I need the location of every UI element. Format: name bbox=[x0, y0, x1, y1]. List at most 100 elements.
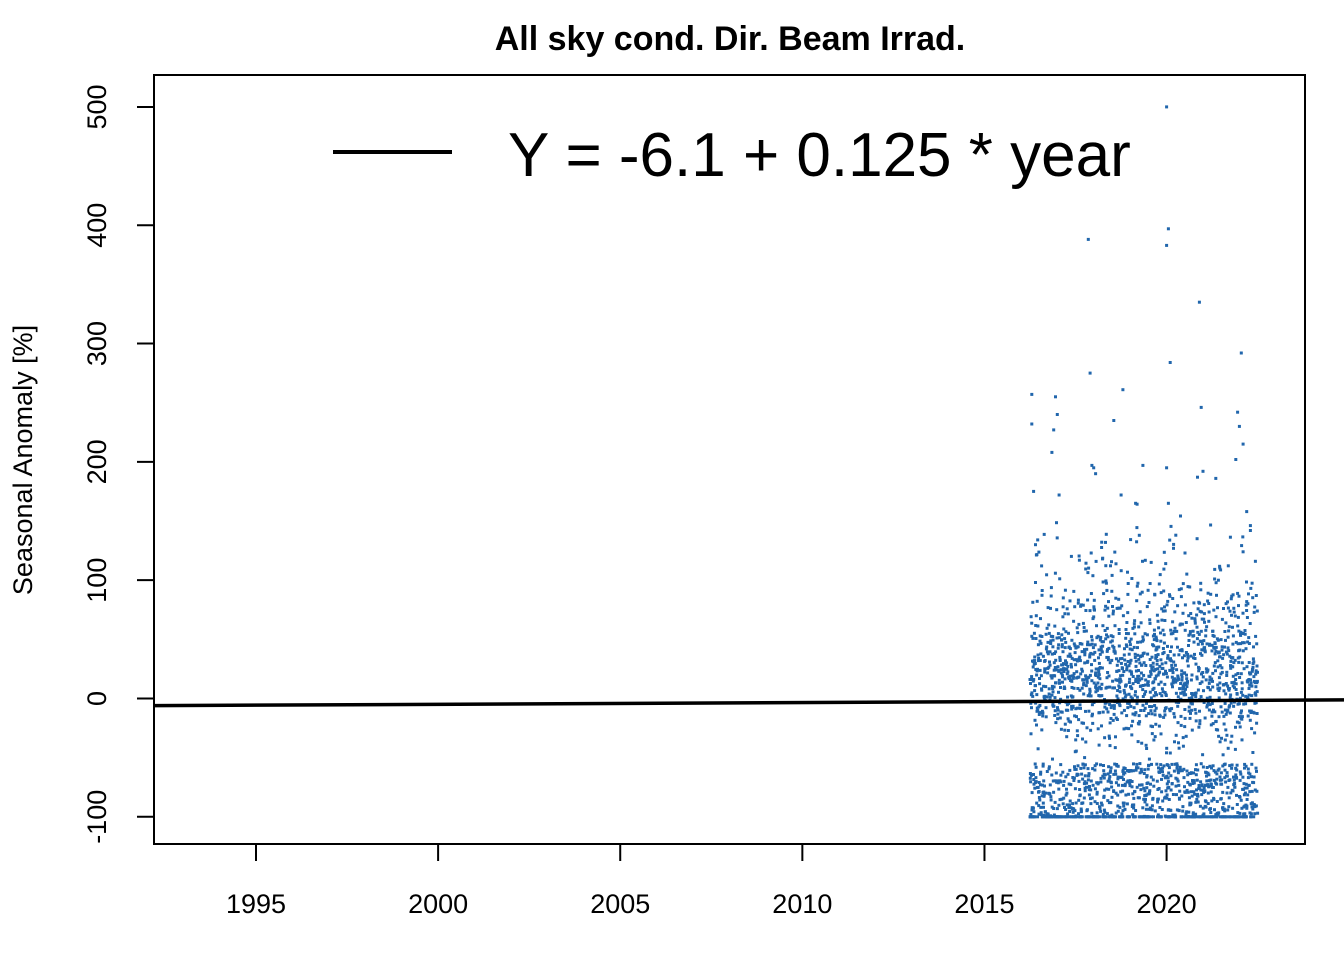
data-point bbox=[1057, 678, 1061, 682]
data-point bbox=[1033, 815, 1037, 819]
legend-label: Y = -6.1 + 0.125 * year bbox=[508, 121, 1131, 190]
data-point bbox=[1111, 686, 1115, 690]
data-point bbox=[1055, 536, 1059, 540]
data-point bbox=[1171, 793, 1175, 796]
data-point bbox=[1113, 746, 1117, 750]
data-point bbox=[1119, 674, 1123, 678]
data-point bbox=[1088, 673, 1092, 677]
data-point bbox=[1064, 630, 1068, 634]
data-point bbox=[1199, 780, 1203, 784]
data-point bbox=[1218, 681, 1222, 685]
data-point bbox=[1145, 605, 1149, 609]
data-point bbox=[1110, 639, 1114, 643]
data-point bbox=[1192, 779, 1196, 783]
data-point bbox=[1233, 686, 1236, 690]
data-point bbox=[1241, 641, 1244, 645]
data-point bbox=[1186, 680, 1189, 684]
data-point bbox=[1098, 711, 1102, 715]
data-point bbox=[1094, 674, 1098, 677]
data-point bbox=[1111, 635, 1115, 639]
data-point bbox=[1163, 609, 1167, 613]
data-point bbox=[1255, 679, 1259, 683]
data-point bbox=[1085, 680, 1089, 684]
data-point bbox=[1208, 695, 1212, 699]
data-point bbox=[1064, 808, 1068, 811]
data-point bbox=[1171, 671, 1175, 675]
data-point bbox=[1186, 790, 1190, 794]
data-point bbox=[1129, 658, 1133, 662]
data-point bbox=[1137, 669, 1140, 672]
data-point bbox=[1172, 769, 1176, 773]
data-point bbox=[1074, 663, 1078, 667]
data-point bbox=[1136, 646, 1139, 650]
data-point bbox=[1091, 767, 1095, 771]
data-point bbox=[1154, 656, 1158, 660]
data-point bbox=[1253, 731, 1257, 735]
data-point bbox=[1040, 635, 1044, 638]
data-point bbox=[1128, 815, 1131, 819]
data-point bbox=[1116, 689, 1120, 692]
data-point bbox=[1129, 695, 1133, 699]
data-point bbox=[1156, 619, 1160, 623]
data-point bbox=[1198, 719, 1202, 723]
data-point bbox=[1184, 651, 1188, 654]
data-point bbox=[1173, 626, 1177, 630]
data-point bbox=[1236, 410, 1240, 414]
data-point bbox=[1070, 707, 1074, 711]
data-point bbox=[1182, 685, 1185, 689]
data-point bbox=[1058, 681, 1061, 685]
data-point bbox=[1038, 783, 1042, 787]
data-point bbox=[1032, 778, 1036, 781]
data-point bbox=[1067, 631, 1070, 635]
data-point bbox=[1115, 694, 1119, 698]
data-point bbox=[1081, 737, 1084, 741]
data-point bbox=[1071, 704, 1075, 708]
data-point bbox=[1096, 687, 1100, 691]
data-point bbox=[1231, 674, 1235, 678]
trend-line bbox=[153, 698, 1344, 708]
data-point bbox=[1059, 671, 1063, 675]
data-point bbox=[1201, 648, 1205, 652]
data-point bbox=[1220, 778, 1224, 782]
data-point bbox=[1204, 800, 1208, 804]
data-point bbox=[1050, 652, 1054, 656]
data-point bbox=[1073, 651, 1077, 655]
data-point bbox=[1043, 668, 1047, 671]
data-point bbox=[1116, 764, 1120, 768]
data-point bbox=[1243, 791, 1247, 795]
data-point bbox=[1226, 646, 1230, 650]
data-point bbox=[1098, 815, 1102, 819]
data-point bbox=[1231, 642, 1235, 646]
data-point bbox=[1239, 633, 1243, 637]
data-point bbox=[1119, 679, 1123, 683]
data-point bbox=[1203, 650, 1207, 654]
data-point bbox=[1084, 609, 1088, 612]
data-point bbox=[1254, 701, 1258, 705]
data-point bbox=[1212, 797, 1216, 801]
data-point bbox=[1166, 780, 1170, 784]
data-point bbox=[1154, 691, 1157, 695]
data-point bbox=[1228, 778, 1232, 782]
data-point bbox=[1062, 667, 1066, 671]
data-point bbox=[1209, 811, 1213, 814]
data-point bbox=[1189, 612, 1193, 615]
data-point bbox=[1144, 807, 1148, 811]
data-point bbox=[1052, 668, 1056, 672]
data-point bbox=[1109, 564, 1112, 568]
data-point bbox=[1202, 639, 1206, 643]
data-point bbox=[1110, 785, 1114, 789]
data-point bbox=[1066, 708, 1070, 712]
data-point bbox=[1036, 709, 1040, 713]
data-point bbox=[1100, 682, 1104, 686]
data-point bbox=[1104, 564, 1108, 568]
data-point bbox=[1231, 789, 1235, 793]
data-point bbox=[1229, 659, 1233, 663]
data-point bbox=[1205, 642, 1209, 646]
data-point bbox=[1034, 780, 1038, 784]
data-point bbox=[1041, 654, 1045, 658]
data-point bbox=[1159, 639, 1163, 643]
data-point bbox=[1050, 450, 1054, 454]
data-point bbox=[1164, 562, 1168, 566]
data-point bbox=[1060, 633, 1064, 637]
data-point bbox=[1169, 788, 1173, 792]
